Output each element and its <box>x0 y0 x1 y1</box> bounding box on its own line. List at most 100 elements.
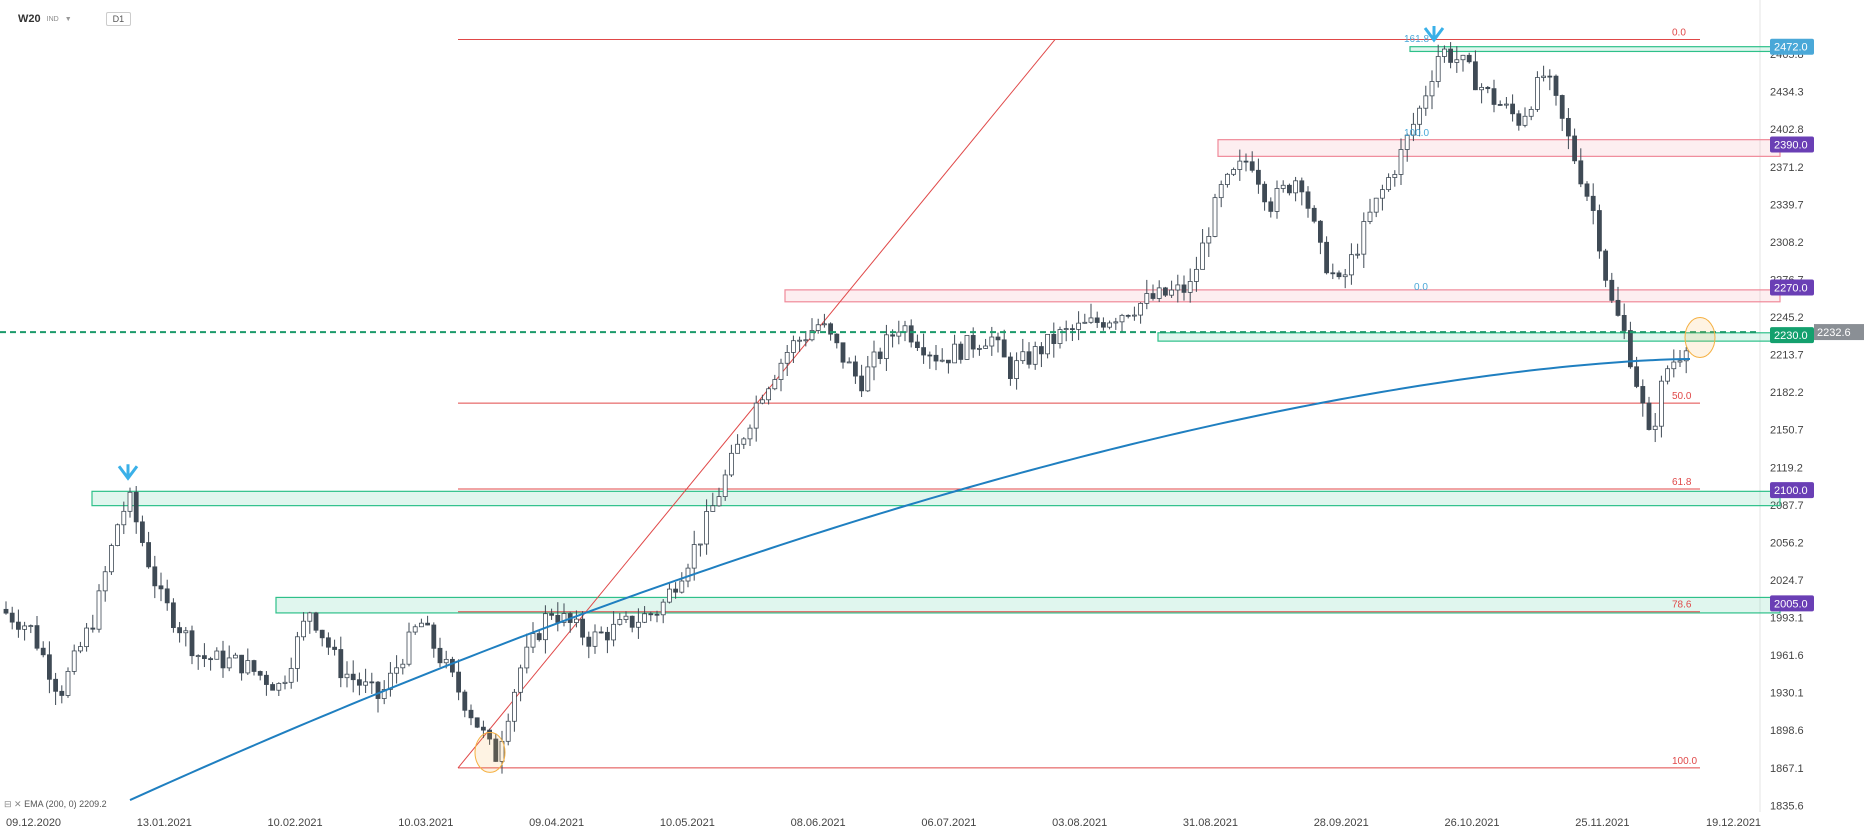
candle <box>1628 330 1633 368</box>
candle <box>443 658 449 664</box>
candle <box>1504 103 1509 106</box>
price-tag[interactable] <box>1770 482 1814 499</box>
candle <box>1076 322 1081 330</box>
candle <box>766 388 771 401</box>
candle <box>642 613 647 623</box>
candle <box>1404 134 1410 150</box>
candle <box>1330 272 1336 275</box>
candle <box>1119 314 1125 323</box>
candle <box>195 655 201 658</box>
candle <box>1454 59 1460 63</box>
fib-label: 61.8 <box>1672 477 1692 488</box>
candle <box>1435 56 1441 82</box>
price-tag[interactable] <box>1770 136 1814 153</box>
candle <box>1442 48 1447 57</box>
candle <box>561 613 567 623</box>
candle <box>493 738 499 762</box>
candle <box>1417 107 1422 125</box>
candle <box>834 333 840 344</box>
candle <box>1578 160 1584 185</box>
candle <box>400 663 406 669</box>
price-tag[interactable] <box>1770 327 1814 344</box>
candle <box>96 590 102 630</box>
candle <box>605 631 610 641</box>
candle <box>679 580 685 593</box>
candle <box>1008 356 1013 379</box>
candle <box>1138 302 1143 316</box>
candle <box>865 366 871 392</box>
candle <box>580 618 585 638</box>
price-tag-label: 2472.0 <box>1774 42 1808 54</box>
candle <box>1318 220 1323 243</box>
candle <box>747 427 753 440</box>
symbol-label[interactable]: W20 <box>18 13 41 25</box>
candle <box>139 521 145 543</box>
x-tick-label: 13.01.2021 <box>137 817 192 829</box>
candle <box>648 613 654 616</box>
candle <box>1101 322 1106 328</box>
timeframe-select[interactable]: D1 <box>105 12 132 26</box>
candle <box>1187 281 1193 293</box>
candle <box>536 633 542 641</box>
candle <box>1553 75 1559 96</box>
price-tag[interactable] <box>1770 595 1814 612</box>
candle <box>437 647 443 664</box>
zone-resistance-2390 <box>1217 139 1781 157</box>
y-tick-label: 2150.7 <box>1770 425 1804 437</box>
candle <box>1597 210 1602 252</box>
current-price-tag[interactable] <box>1814 324 1864 341</box>
price-tag[interactable] <box>1770 279 1814 296</box>
candle <box>1039 346 1044 355</box>
candle <box>530 633 536 648</box>
candle <box>34 625 40 649</box>
candle <box>381 689 387 699</box>
candle <box>1311 207 1317 222</box>
candle <box>1491 88 1497 105</box>
candle <box>319 629 325 639</box>
candle <box>59 690 65 696</box>
candle <box>394 667 400 674</box>
candle <box>313 612 319 631</box>
x-tick-label: 28.09.2021 <box>1314 817 1369 829</box>
candle <box>338 649 344 679</box>
candle <box>1479 86 1484 91</box>
candle <box>1070 328 1075 330</box>
price-tag[interactable] <box>1770 38 1814 55</box>
candle <box>1429 81 1435 97</box>
y-tick-label: 1898.6 <box>1770 725 1804 737</box>
candle <box>1243 160 1249 163</box>
candle <box>164 588 170 604</box>
y-tick-label: 2056.2 <box>1770 537 1804 549</box>
candle <box>1572 135 1577 162</box>
candle <box>356 679 362 686</box>
candle <box>871 351 877 368</box>
candle <box>512 691 517 722</box>
candle <box>177 627 183 634</box>
candle <box>214 650 220 660</box>
candle <box>84 627 89 648</box>
candle <box>1541 75 1546 78</box>
candle <box>133 491 139 523</box>
small-fib-label: 161.8 <box>1404 34 1429 45</box>
candle <box>1200 242 1205 270</box>
y-tick-label: 1867.1 <box>1770 763 1804 775</box>
eye-icon[interactable]: ⊟ ✕ <box>4 799 22 809</box>
candle <box>1175 284 1181 291</box>
candle <box>1125 314 1131 317</box>
candle <box>741 438 747 445</box>
x-tick-label: 09.04.2021 <box>529 817 584 829</box>
candle <box>263 674 269 685</box>
candle <box>449 658 455 673</box>
x-tick-label: 26.10.2021 <box>1444 817 1499 829</box>
candle <box>1497 104 1503 106</box>
x-tick-label: 06.07.2021 <box>921 817 976 829</box>
candle <box>1132 314 1137 317</box>
candle <box>673 588 678 593</box>
candle <box>288 668 294 683</box>
fib-label: 78.6 <box>1672 600 1692 611</box>
chevron-down-icon[interactable]: ▼ <box>64 15 72 23</box>
candle <box>183 630 189 634</box>
candle <box>1057 329 1063 344</box>
candle <box>939 359 945 362</box>
